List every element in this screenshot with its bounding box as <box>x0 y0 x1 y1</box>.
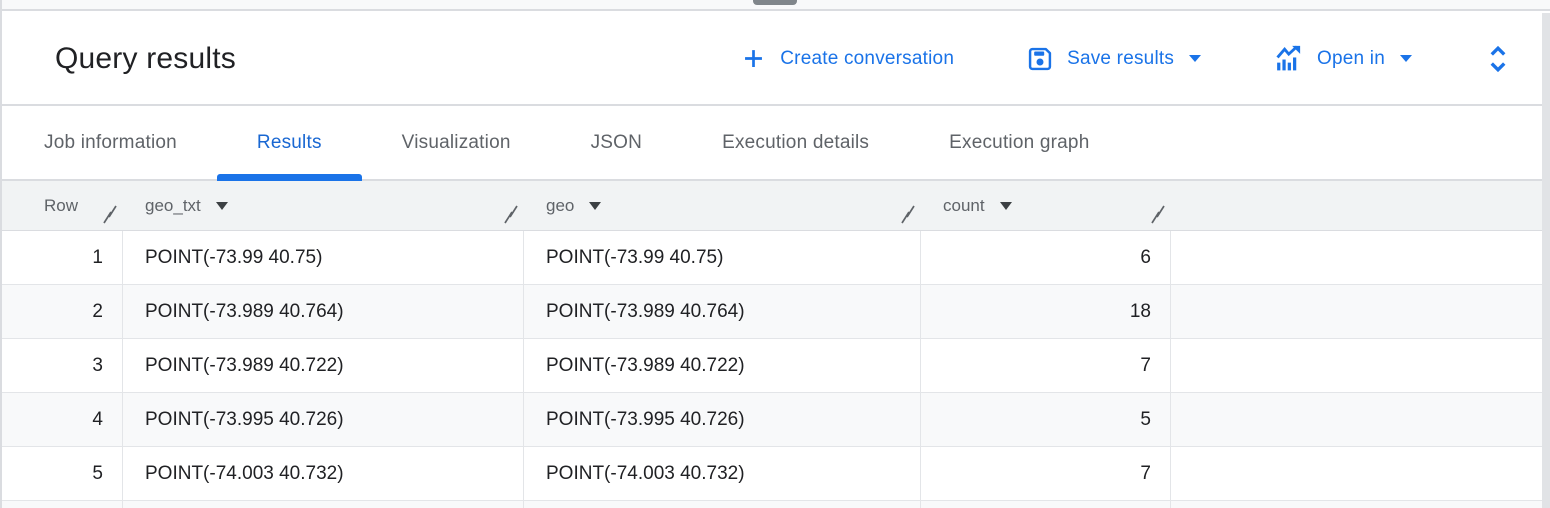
geo-txt-cell[interactable]: POINT(-73.99 40.75) <box>123 231 524 285</box>
table-row: 4 POINT(-73.995 40.726) POINT(-73.995 40… <box>0 393 1542 447</box>
table-row: 1 POINT(-73.99 40.75) POINT(-73.99 40.75… <box>0 231 1542 285</box>
unfold-icon <box>1484 42 1512 76</box>
results-header-bar: Query results Create conversation Save r… <box>0 13 1550 106</box>
row-number-cell <box>0 501 123 508</box>
column-header-filler <box>1171 181 1542 231</box>
open-in-label: Open in <box>1317 47 1385 69</box>
column-header-label: geo <box>546 195 575 215</box>
tab-label: JSON <box>590 131 643 153</box>
header-actions: Create conversation Save results <box>740 42 1512 76</box>
row-number-cell: 5 <box>0 447 123 501</box>
tab-label: Results <box>256 131 322 153</box>
tab-results[interactable]: Results <box>216 106 362 181</box>
save-results-label: Save results <box>1067 47 1175 69</box>
table-row: 3 POINT(-73.989 40.722) POINT(-73.989 40… <box>0 339 1542 393</box>
column-header-row: Row <box>0 181 123 231</box>
geo-txt-cell[interactable]: POINT(-74.003 40.732) <box>123 447 524 501</box>
row-number-cell: 1 <box>0 231 123 285</box>
table-header-row: Row geo_txt geo count <box>0 181 1542 231</box>
panel-resize-strip <box>0 0 1550 11</box>
count-cell <box>921 501 1171 508</box>
column-header-label: Row <box>44 195 79 215</box>
save-results-caret-icon <box>1189 55 1202 62</box>
count-cell[interactable]: 5 <box>921 393 1171 447</box>
column-header-geo[interactable]: geo <box>524 181 921 231</box>
count-cell[interactable]: 7 <box>921 447 1171 501</box>
create-conversation-label: Create conversation <box>780 47 955 69</box>
column-resize-grip[interactable] <box>1148 201 1170 227</box>
tab-label: Execution graph <box>949 131 1090 153</box>
row-number-cell: 3 <box>0 339 123 393</box>
tab-execution-details[interactable]: Execution details <box>682 106 909 179</box>
row-number-cell: 4 <box>0 393 123 447</box>
filler-cell <box>1171 231 1542 285</box>
filler-cell <box>1171 393 1542 447</box>
count-cell[interactable]: 6 <box>921 231 1171 285</box>
page-title: Query results <box>55 41 236 75</box>
tab-visualization[interactable]: Visualization <box>362 106 551 179</box>
column-resize-grip[interactable] <box>100 201 122 227</box>
chart-icon <box>1273 43 1304 74</box>
geo-cell <box>524 501 921 508</box>
count-cell[interactable]: 7 <box>921 339 1171 393</box>
tab-label: Job information <box>44 131 177 153</box>
geo-txt-cell[interactable]: POINT(-73.989 40.722) <box>123 339 524 393</box>
tab-label: Execution details <box>722 131 870 153</box>
column-header-label: count <box>943 195 985 215</box>
tab-label: Visualization <box>401 131 511 153</box>
filler-cell <box>1171 285 1542 339</box>
tab-execution-graph[interactable]: Execution graph <box>909 106 1129 179</box>
vertical-scrollbar[interactable] <box>1542 13 1550 508</box>
geo-cell[interactable]: POINT(-73.99 40.75) <box>524 231 921 285</box>
tab-job-information[interactable]: Job information <box>4 106 217 179</box>
column-menu-caret-icon[interactable] <box>589 201 602 210</box>
geo-cell[interactable]: POINT(-73.989 40.722) <box>524 339 921 393</box>
panel-left-border <box>0 0 2 508</box>
table-row: 5 POINT(-74.003 40.732) POINT(-74.003 40… <box>0 447 1542 501</box>
open-in-button[interactable]: Open in <box>1273 43 1412 74</box>
column-header-geo-txt[interactable]: geo_txt <box>123 181 524 231</box>
plus-icon <box>740 45 767 72</box>
save-icon <box>1026 45 1054 73</box>
geo-cell[interactable]: POINT(-73.989 40.764) <box>524 285 921 339</box>
active-tab-indicator <box>216 174 362 181</box>
tab-json[interactable]: JSON <box>551 106 682 179</box>
geo-cell[interactable]: POINT(-74.003 40.732) <box>524 447 921 501</box>
row-number-cell: 2 <box>0 285 123 339</box>
filler-cell <box>1171 447 1542 501</box>
column-header-label: geo_txt <box>145 195 201 215</box>
panel-resize-handle[interactable] <box>753 0 797 5</box>
filler-cell <box>1171 339 1542 393</box>
table-row-partial <box>0 501 1542 508</box>
table-row: 2 POINT(-73.989 40.764) POINT(-73.989 40… <box>0 285 1542 339</box>
column-menu-caret-icon[interactable] <box>999 201 1012 210</box>
column-resize-grip[interactable] <box>898 201 920 227</box>
column-resize-grip[interactable] <box>501 201 523 227</box>
expand-results-button[interactable] <box>1484 42 1512 76</box>
filler-cell <box>1171 501 1542 508</box>
geo-txt-cell <box>123 501 524 508</box>
results-tab-bar: Job information Results Visualization JS… <box>0 106 1550 181</box>
geo-txt-cell[interactable]: POINT(-73.995 40.726) <box>123 393 524 447</box>
results-table: Row geo_txt geo count <box>0 181 1542 508</box>
save-results-button[interactable]: Save results <box>1026 45 1202 73</box>
geo-cell[interactable]: POINT(-73.995 40.726) <box>524 393 921 447</box>
column-menu-caret-icon[interactable] <box>215 201 228 210</box>
create-conversation-button[interactable]: Create conversation <box>740 45 954 72</box>
open-in-caret-icon <box>1400 55 1412 62</box>
geo-txt-cell[interactable]: POINT(-73.989 40.764) <box>123 285 524 339</box>
count-cell[interactable]: 18 <box>921 285 1171 339</box>
column-header-count[interactable]: count <box>921 181 1171 231</box>
